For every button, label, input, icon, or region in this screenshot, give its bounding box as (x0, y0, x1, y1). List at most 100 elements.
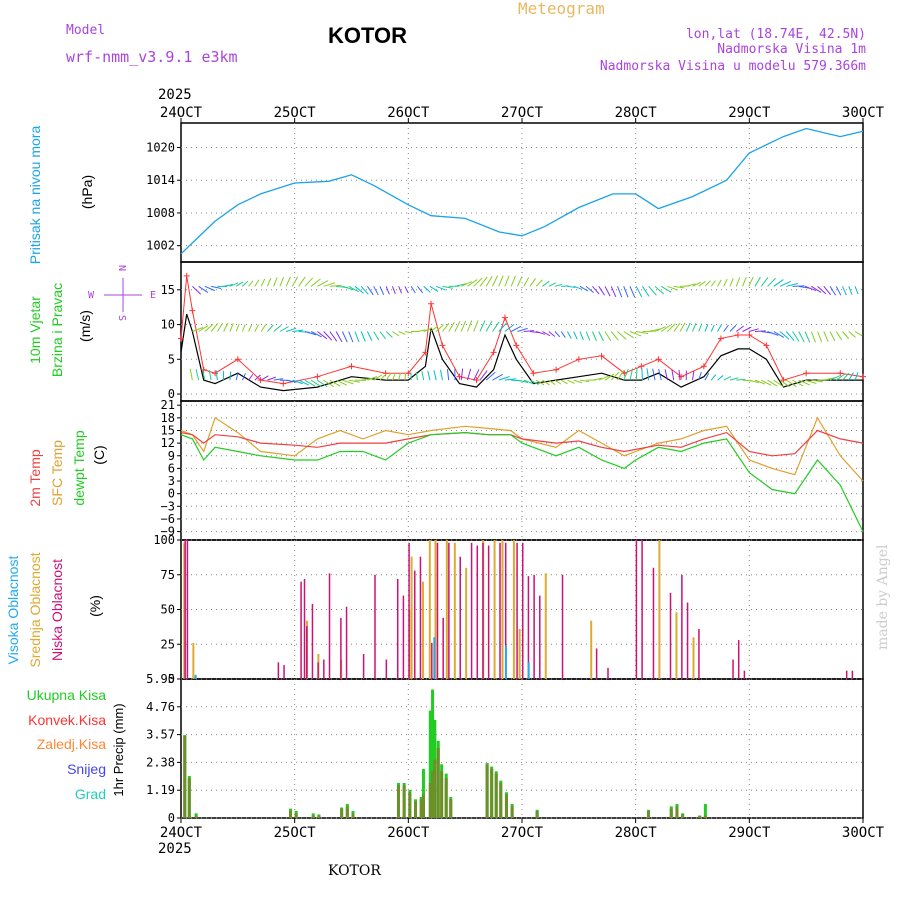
low-cloud-bar (527, 576, 530, 679)
wind-arrow (366, 331, 373, 341)
conv-precip-bar (449, 799, 453, 818)
wind-arrow (398, 372, 401, 381)
pressure-ytick-label: 1002 (146, 239, 175, 253)
low-cloud-bar (448, 542, 450, 679)
wind-arrow (585, 331, 591, 341)
gust-marker (746, 331, 753, 338)
compass-s: S (116, 315, 127, 321)
low-cloud-bar (419, 556, 422, 679)
low-cloud-bar (669, 592, 672, 679)
wind-arrow (317, 379, 328, 388)
mid-cloud-bar (692, 637, 695, 679)
date-label-top: 24OCT (160, 105, 203, 121)
wind-arrow (710, 374, 717, 381)
wind-arrow (329, 284, 342, 287)
wind-arrow (367, 286, 374, 296)
wind-arrow (429, 325, 439, 332)
conv-precip-bar (510, 806, 514, 818)
mid-cloud-bar (501, 540, 504, 679)
wind-arrow (467, 279, 478, 287)
low-cloud-bar (374, 574, 376, 679)
low-cloud-bar (686, 602, 689, 679)
mid-cloud-bar (658, 540, 661, 679)
wind-arrow (667, 285, 679, 291)
date-label-bottom: 24OCT (160, 825, 203, 841)
wind-arrow (673, 322, 681, 332)
clouds-ytick-label: 100 (153, 533, 175, 547)
wind-arrow (673, 285, 685, 289)
low-cloud-bar (737, 640, 740, 679)
wind-arrow (404, 286, 409, 293)
date-label-top: 29OCT (728, 105, 771, 121)
wind-arrow (685, 322, 691, 332)
low-cloud-bar (317, 662, 319, 679)
wind-arrow (692, 281, 701, 287)
pressure-series-line (180, 127, 864, 255)
wind-arrow (260, 375, 269, 381)
low-cloud-bar (442, 617, 444, 679)
wind-arrow (854, 331, 863, 337)
wind-arrow (523, 277, 530, 287)
low-cloud-bar (504, 542, 507, 679)
wind-arrow (248, 280, 254, 287)
mid-cloud-bar (428, 540, 431, 679)
precip-legend-3: Zaledj.Kisa (37, 736, 106, 752)
wind-arrow (298, 379, 310, 386)
wind-arrow (767, 379, 778, 387)
gust-marker (405, 370, 412, 377)
mid-cloud-bar (675, 612, 678, 679)
wind-arrow (835, 373, 845, 381)
wind-arrow (229, 323, 234, 332)
mid-cloud-bar (493, 540, 496, 679)
wind-arrow (485, 275, 493, 287)
low-cloud-bar (732, 659, 734, 679)
wind-arrow (367, 376, 378, 381)
wind-arrow (523, 330, 534, 332)
gust-marker (501, 314, 508, 321)
total-precip-bar (703, 803, 707, 818)
wind-arrow (748, 276, 754, 287)
gust-marker (183, 272, 190, 279)
wind-arrow (660, 324, 671, 332)
wind-arrow (292, 379, 303, 385)
wind-arrow (267, 376, 276, 381)
wind-arrow (542, 331, 551, 337)
conv-precip-bar (317, 815, 321, 818)
wind-arrow (379, 331, 387, 340)
wind-arrow (189, 368, 193, 381)
wind-arrow (798, 331, 805, 343)
gust-marker (860, 373, 866, 380)
wind-arrow (754, 276, 761, 287)
wind-arrow (415, 371, 418, 381)
gust-marker (257, 377, 264, 384)
wind-arrow (198, 285, 209, 293)
wind-arrow (323, 379, 334, 388)
meteogram-title: Meteogram (518, 0, 605, 18)
wind-arrow (773, 279, 784, 287)
wind-arrow (829, 375, 840, 381)
mid-cloud-bar (453, 542, 456, 679)
wind-arrow (817, 285, 827, 295)
wind-arrow (785, 331, 795, 341)
wind-arrow (592, 285, 600, 295)
wind-ytick-label: 0 (168, 387, 175, 401)
wind-arrow (829, 331, 836, 342)
gust-marker (530, 370, 537, 377)
wind-arrow (717, 324, 722, 332)
pressure-ytick-label: 1014 (146, 173, 175, 187)
wind-ytick-label: 10 (161, 318, 175, 332)
wind-arrow (342, 285, 354, 291)
wind-arrow (810, 331, 816, 343)
wind-arrow (304, 277, 314, 287)
wind-arrow (504, 378, 517, 381)
conv-precip-bar (408, 792, 412, 818)
wind-arrow (360, 331, 366, 342)
wind-arrow (491, 275, 499, 287)
conv-precip-bar (444, 778, 448, 818)
date-label-bottom: 28OCT (615, 825, 658, 841)
wind-arrow (192, 285, 202, 295)
wind-arrow (492, 373, 504, 381)
wind-arrow (742, 326, 752, 332)
wind-arrow (579, 379, 590, 383)
wind-arrow (779, 331, 790, 340)
